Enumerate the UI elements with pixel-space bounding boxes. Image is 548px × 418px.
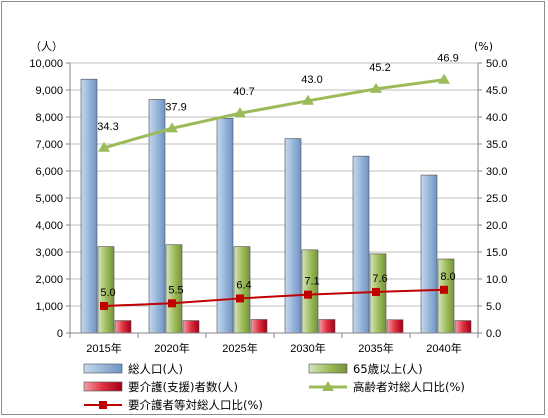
line-point-square — [100, 302, 108, 310]
legend-swatch — [83, 381, 123, 392]
data-labels: 34.3 37.9 40.7 43.0 45.2 46.9 5.0 5.5 6.4 7.1 7.6 8… — [97, 53, 458, 299]
data-label: 5.5 — [168, 284, 183, 296]
left-axis-tick-label: 6,000 — [35, 166, 63, 178]
legend-label: 要介護(支援)者数(人) — [128, 380, 238, 394]
bar-1 — [284, 138, 302, 334]
bar-3 — [250, 319, 268, 334]
series-line-1 — [103, 78, 445, 150]
line-point-triangle — [234, 107, 246, 118]
bar-3 — [182, 320, 200, 334]
x-axis-tick-label: 2025年 — [222, 341, 257, 355]
bar-1 — [80, 78, 98, 334]
bar-1 — [352, 155, 370, 334]
right-axis-tick-label: 5.0 — [486, 301, 501, 313]
bar-3 — [454, 320, 472, 334]
legend-label: 65歳以上(人) — [353, 362, 423, 376]
legend-marker — [99, 401, 107, 409]
right-axis-tick-label: 0.0 — [486, 328, 501, 340]
legend: 総人口(人) 65歳以上(人) 要介護(支援)者数(人) 高齢者対総人口比(%) 要介護… — [83, 362, 465, 412]
bar-3 — [114, 320, 132, 334]
data-label: 37.9 — [165, 101, 186, 113]
data-label: 7.6 — [372, 273, 387, 285]
series-line-2 — [103, 288, 445, 307]
left-axis-tick-label: 3,000 — [35, 247, 63, 259]
left-axis-tick-label: 10,000 — [29, 58, 63, 70]
right-axis-unit: (%) — [474, 40, 493, 53]
left-axis-unit: （人） — [30, 40, 63, 53]
data-label: 6.4 — [236, 279, 251, 291]
left-axis-tick-label: 2,000 — [35, 274, 63, 286]
gridlines — [70, 62, 478, 307]
data-label: 40.7 — [233, 86, 254, 98]
right-axis-tick-label: 35.0 — [486, 139, 507, 151]
line-point-triangle — [370, 82, 382, 93]
right-axis-tick-label: 15.0 — [486, 247, 507, 259]
line-point-square — [304, 290, 312, 299]
data-label: 7.1 — [304, 276, 319, 288]
bars — [80, 78, 472, 334]
bar-3 — [386, 319, 404, 334]
bar-1 — [420, 174, 438, 334]
line-point-square — [236, 294, 244, 303]
left-axis-tick-label: 0 — [57, 328, 63, 340]
right-axis-tick-label: 30.0 — [486, 166, 507, 178]
left-axis-tick-label: 1,000 — [35, 301, 63, 313]
line-point-triangle — [302, 94, 314, 105]
right-axis-tick-label: 45.0 — [486, 85, 507, 97]
line-point-triangle — [166, 122, 178, 133]
line-point-square — [372, 287, 380, 296]
left-axis-tick-label: 7,000 — [35, 139, 63, 151]
data-label: 34.3 — [97, 121, 118, 133]
line-series — [98, 73, 450, 310]
line-point-triangle — [438, 73, 450, 84]
bar-3 — [318, 319, 336, 334]
data-label: 5.0 — [100, 287, 115, 299]
legend-swatch — [308, 363, 348, 374]
x-axis-tick-label: 2040年 — [426, 341, 461, 355]
right-axis-tick-label: 50.0 — [486, 58, 507, 70]
right-axis-tick-label: 25.0 — [486, 193, 507, 205]
left-axis-tick-label: 4,000 — [35, 220, 63, 232]
line-point-square — [168, 299, 176, 308]
left-axis-tick-label: 5,000 — [35, 193, 63, 205]
legend-label: 高齢者対総人口比(%) — [353, 380, 465, 394]
x-axis-tick-label: 2035年 — [358, 341, 393, 355]
data-label: 45.2 — [369, 62, 390, 74]
data-label: 43.0 — [301, 74, 322, 86]
x-axis-tick-label: 2015年 — [86, 341, 121, 355]
right-axis-tick-label: 40.0 — [486, 112, 507, 124]
line-point-triangle — [98, 141, 110, 152]
line-point-square — [440, 285, 448, 294]
x-axis-tick-label: 2020年 — [154, 341, 189, 355]
data-label: 8.0 — [440, 271, 455, 283]
data-label: 46.9 — [437, 53, 458, 65]
left-axis-tick-label: 9,000 — [35, 85, 63, 97]
legend-swatch — [83, 363, 123, 374]
right-axis-tick-label: 10.0 — [486, 274, 507, 286]
right-axis-tick-label: 20.0 — [486, 220, 507, 232]
axes: 0 1,000 2,000 3,000 4,000 5,000 6,000 7,000 8,00… — [29, 58, 507, 355]
legend-label: 要介護者等対総人口比(%) — [128, 398, 263, 412]
legend-marker — [322, 381, 334, 391]
x-axis-tick-label: 2030年 — [290, 341, 325, 355]
left-axis-tick-label: 8,000 — [35, 112, 63, 124]
legend-label: 総人口(人) — [128, 362, 183, 376]
